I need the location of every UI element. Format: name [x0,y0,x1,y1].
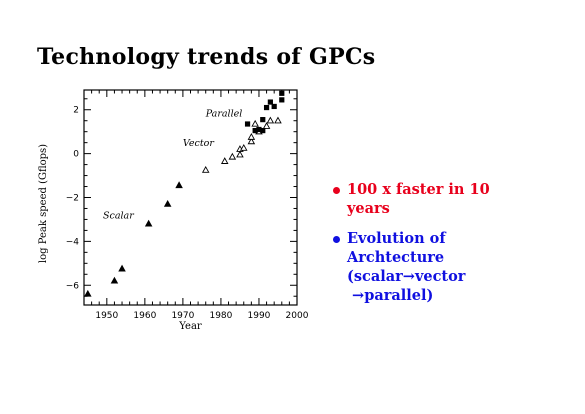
vector-point [274,116,282,124]
y-tick-label: 2 [73,106,79,116]
bullet-dot-icon [333,187,340,194]
bullet-dot-icon [333,236,340,243]
scalar-point [144,219,153,227]
parallel-point [267,99,273,105]
bullet-speed-line-1: 100 x faster in 10 [347,181,490,198]
scalar-point [175,181,183,189]
x-tick-label: 1980 [209,311,232,321]
vector-point [201,165,210,173]
y-axis-title: log Peak speed (Gflops) [38,144,49,263]
x-tick-label: 1950 [95,311,118,321]
bullet-architecture-line-1: Evolution of [347,230,446,247]
bullet-architecture-line-3: (scalar→vector [347,268,466,285]
vector-point [239,144,248,151]
x-tick-label: 1990 [248,311,271,321]
parallel-point [271,103,277,110]
y-tick-label: −2 [66,194,79,204]
parallel-point [279,97,285,103]
vector-point [262,122,271,129]
y-tick-label: −4 [66,237,80,247]
bullet-list: 100 x faster in 10 years Evolution of Ar… [330,180,580,316]
bullet-architecture-line-4: →parallel) [347,287,434,304]
parallel-point [244,121,251,127]
x-axis-title: Year [178,321,202,332]
scalar-point [163,199,172,207]
vector-point [228,152,237,160]
scalar-point [84,289,92,297]
y-tick-label: −6 [66,281,80,291]
bullet-speed: 100 x faster in 10 years [330,180,580,218]
scalar-point [118,264,126,272]
bullet-speed-line-2: years [347,200,390,217]
parallel-point [260,127,266,134]
y-tick-label: 0 [73,150,79,160]
plot-frame [83,89,298,306]
bullet-architecture: Evolution of Archtecture (scalar→vector … [330,229,580,305]
x-tick-label: 1970 [171,311,194,321]
slide-title: Technology trends of GPCs [37,44,376,70]
vector-point [220,157,229,164]
vector-point [236,150,244,158]
series-label-parallel: Parallel [205,108,243,119]
x-tick-label: 2000 [286,311,309,321]
vector-point [251,119,259,127]
series-label-scalar: Scalar [103,210,135,221]
parallel-point [256,126,262,133]
vector-point [266,116,275,124]
series-label-vector: Vector [183,138,215,149]
bullet-architecture-line-2: Archtecture [347,249,445,266]
x-tick-label: 1960 [133,311,156,321]
scalar-point [110,276,119,284]
parallel-point [263,104,270,111]
vector-point [247,137,256,145]
parallel-point [260,117,266,123]
parallel-point [252,127,258,134]
parallel-point [279,90,285,96]
vector-point [247,133,256,140]
